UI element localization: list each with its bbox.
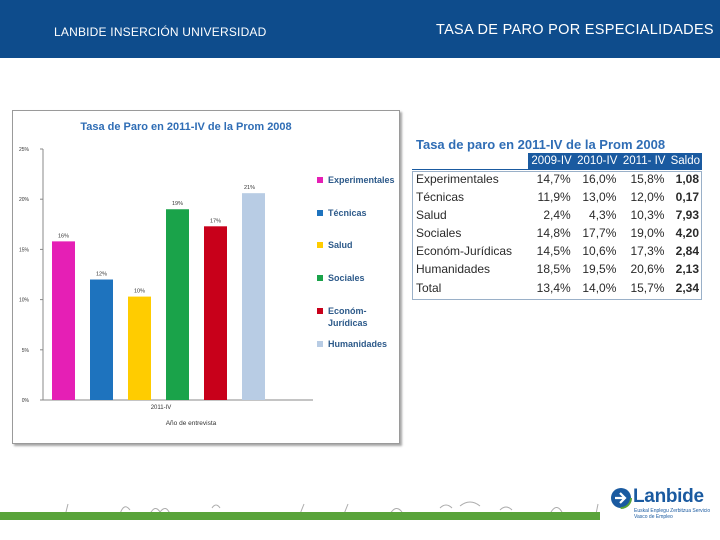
- legend-label: Humanidades: [328, 339, 388, 349]
- header-right-title: TASA DE PARO POR ESPECIALIDADES: [436, 22, 714, 38]
- bar-1: [90, 279, 113, 400]
- legend-label: Sociales: [328, 273, 365, 283]
- table-row: Técnicas 11,9% 13,0% 12,0% 0,17: [412, 188, 702, 206]
- bar-chart: 0% 5% 10% 15% 20% 25% 16% 12% 10% 19% 17% 21% 2011-I…: [19, 147, 313, 427]
- bar-data-label: 21%: [244, 185, 255, 191]
- table-row: Humanidades 18,5% 19,5% 20,6% 2,13: [412, 260, 702, 278]
- table-cell: 17,3%: [630, 244, 665, 258]
- y-tick-label: 25%: [19, 147, 30, 153]
- table-cell: 4,3%: [589, 208, 617, 222]
- bar-data-label: 17%: [210, 218, 221, 224]
- x-tick-label: 2011-IV: [151, 405, 172, 411]
- table-row-label: Salud: [416, 208, 447, 222]
- table-row-label: Experimentales: [412, 169, 528, 188]
- table-cell: 4,20: [675, 226, 699, 240]
- table-cell: 7,93: [675, 208, 699, 222]
- legend-label: Económ-Jurídicas: [328, 306, 368, 328]
- header-left-title: LANBIDE INSERCIÓN UNIVERSIDAD: [54, 25, 267, 39]
- table-cell: 15,8%: [619, 169, 668, 188]
- lanbide-logo-icon: [610, 487, 632, 509]
- bar-2: [128, 296, 151, 400]
- legend-swatch: [317, 242, 323, 248]
- table-row-label: Económ-Jurídicas: [416, 244, 513, 258]
- bar-4: [204, 226, 227, 400]
- table-cell: 18,5%: [536, 262, 571, 276]
- legend-swatch: [317, 210, 323, 216]
- bar-5: [242, 193, 265, 400]
- footer-strip: [0, 512, 600, 520]
- table-cell: 19,5%: [582, 262, 617, 276]
- table-cell: 15,7%: [630, 281, 665, 295]
- legend-label: Técnicas: [328, 208, 367, 218]
- table-cell: 14,0%: [582, 281, 617, 295]
- table-row: Experimentales 14,7% 16,0% 15,8% 1,08: [412, 169, 702, 188]
- table-cell: 10,6%: [582, 244, 617, 258]
- table-cell: 2,34: [675, 281, 699, 295]
- table-cell: 14,8%: [536, 226, 571, 240]
- table-cell: 19,0%: [630, 226, 665, 240]
- table-column-header: 2009-IV: [528, 153, 574, 170]
- table-row: Salud 2,4% 4,3% 10,3% 7,93: [412, 206, 702, 224]
- table-row-label: Humanidades: [416, 262, 491, 276]
- y-tick-label: 10%: [19, 298, 30, 304]
- table-cell: 12,0%: [630, 190, 665, 204]
- bar-data-label: 16%: [58, 233, 69, 239]
- table-column-header: Saldo: [667, 153, 702, 170]
- table-cell: 2,84: [675, 244, 699, 258]
- legend-item: Sociales: [317, 272, 398, 284]
- lanbide-logo: Lanbide Euskal Enplegu Zerbitzua Servici…: [610, 486, 714, 526]
- y-tick-label: 0%: [22, 398, 30, 404]
- table-row: Económ-Jurídicas 14,5% 10,6% 17,3% 2,84: [412, 242, 702, 260]
- table-cell: 14,5%: [536, 244, 571, 258]
- table-column-header: 2010-IV: [573, 153, 620, 170]
- legend-swatch: [317, 177, 323, 183]
- legend-item: Experimentales: [317, 174, 398, 186]
- y-tick-label: 20%: [19, 197, 30, 203]
- table-cell: 16,0%: [573, 169, 620, 188]
- table-cell: 2,13: [675, 262, 699, 276]
- table-cell: 20,6%: [630, 262, 665, 276]
- legend-item: Económ-Jurídicas: [317, 305, 398, 329]
- table-cell: 13,4%: [536, 281, 571, 295]
- logo-subtitle: Euskal Enplegu Zerbitzua Servicio Vasco …: [634, 508, 711, 520]
- bar-3: [166, 209, 189, 400]
- bar-data-label: 12%: [96, 272, 107, 278]
- table-row-label: Técnicas: [416, 190, 465, 204]
- table-title: Tasa de paro en 2011-IV de la Prom 2008: [416, 137, 666, 152]
- logo-name: Lanbide: [633, 486, 704, 507]
- table-row: Sociales 14,8% 17,7% 19,0% 4,20: [412, 224, 702, 242]
- y-tick-label: 15%: [19, 247, 30, 253]
- y-tick-label: 5%: [22, 348, 30, 354]
- table-cell: 0,17: [675, 190, 699, 204]
- table-cell: 1,08: [667, 169, 702, 188]
- table-header-row: 2009-IV 2010-IV 2011- IV Saldo: [412, 153, 702, 170]
- table-cell: 13,0%: [582, 190, 617, 204]
- table-column-header: [412, 153, 528, 170]
- legend-swatch: [317, 341, 323, 347]
- table-cell: 17,7%: [582, 226, 617, 240]
- bar-data-label: 19%: [172, 201, 183, 207]
- table-cell: 2,4%: [543, 208, 571, 222]
- table-cell: 11,9%: [537, 190, 571, 204]
- x-axis-title: Año de entrevista: [166, 420, 217, 427]
- table-row-label: Total: [416, 281, 442, 295]
- legend-swatch: [317, 275, 323, 281]
- header-bar: LANBIDE INSERCIÓN UNIVERSIDAD TASA DE PA…: [0, 0, 720, 58]
- legend-label: Salud: [328, 240, 353, 250]
- bar-0: [52, 241, 75, 400]
- legend-item: Técnicas: [317, 207, 398, 219]
- unemployment-table: 2009-IV 2010-IV 2011- IV Saldo Experimental…: [412, 153, 702, 297]
- legend-label: Experimentales: [328, 175, 395, 185]
- chart-title: Tasa de Paro en 2011-IV de la Prom 2008: [80, 121, 292, 133]
- bar-data-label: 10%: [134, 289, 145, 295]
- legend-item: Humanidades: [317, 338, 398, 350]
- bar-chart-panel: Tasa de Paro en 2011-IV de la Prom 2008 …: [12, 110, 400, 444]
- legend-item: Salud: [317, 239, 398, 251]
- table-row-label: Sociales: [416, 226, 462, 240]
- legend-swatch: [317, 308, 323, 314]
- table-column-header: 2011- IV: [619, 153, 668, 170]
- table-cell: 10,3%: [630, 208, 665, 222]
- table-row: Total 13,4% 14,0% 15,7% 2,34: [412, 278, 702, 297]
- table-cell: 14,7%: [528, 169, 574, 188]
